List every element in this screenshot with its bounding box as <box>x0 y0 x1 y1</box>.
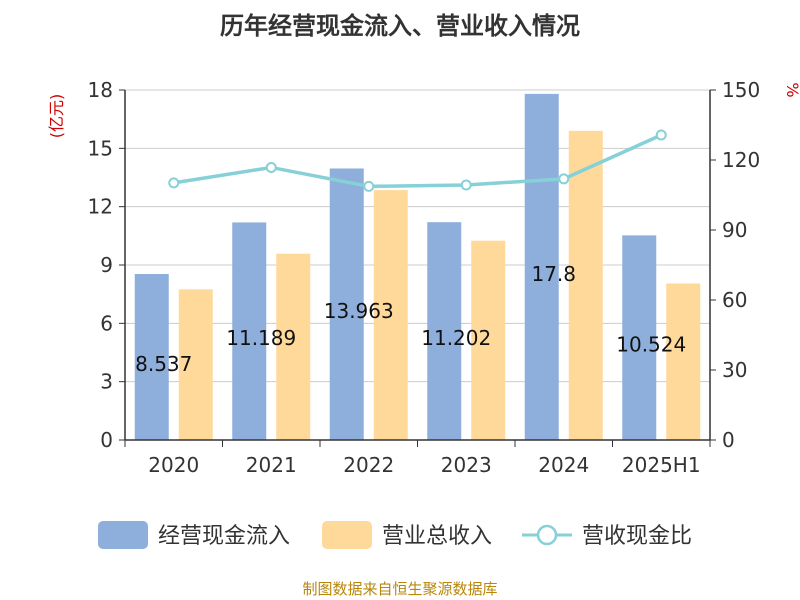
legend-label-cash-inflow: 经营现金流入 <box>158 524 290 549</box>
bar-cash-inflow <box>524 93 559 440</box>
left-axis-unit: (亿元) <box>47 94 66 139</box>
ratio-point <box>460 179 472 191</box>
right-axis-unit: % <box>783 82 800 97</box>
bar-revenue <box>373 190 408 440</box>
left-tick-label: 12 <box>88 195 113 219</box>
bar-revenue <box>471 240 506 440</box>
legend: 经营现金流入 营业总收入 营收现金比 <box>98 521 692 549</box>
ratio-point <box>265 161 277 173</box>
legend-swatch-revenue <box>322 521 372 549</box>
data-label-cash-inflow: 10.524 <box>616 333 686 357</box>
bar-revenue <box>666 283 701 440</box>
right-tick-label: 60 <box>722 288 747 312</box>
data-label-cash-inflow: 11.189 <box>226 326 296 350</box>
left-tick-label: 18 <box>88 78 113 102</box>
right-tick-label: 120 <box>722 148 760 172</box>
bar-cash-inflow <box>622 235 657 440</box>
bar-revenue <box>178 289 213 440</box>
gridlines <box>125 89 710 383</box>
ratio-point <box>655 129 667 141</box>
data-label-cash-inflow: 13.963 <box>324 299 394 323</box>
bar-marks <box>134 93 701 441</box>
bar-revenue <box>568 130 603 441</box>
ratio-point <box>168 177 180 189</box>
x-tick-label: 2025H1 <box>622 453 701 477</box>
legend-label-revenue: 营业总收入 <box>382 524 492 549</box>
data-labels: 8.537 11.189 13.963 11.202 17.8 10.524 <box>135 262 686 376</box>
legend-swatch-ratio-marker <box>536 524 558 546</box>
right-tick-label: 150 <box>722 78 760 102</box>
source-footer: 制图数据来自恒生聚源数据库 <box>302 580 497 598</box>
ratio-series-line <box>173 133 662 189</box>
left-tick-label: 3 <box>100 370 113 394</box>
right-tick-label: 30 <box>722 358 747 382</box>
bar-cash-inflow <box>134 274 169 440</box>
bar-cash-inflow <box>427 222 462 440</box>
x-tick-label: 2023 <box>441 453 492 477</box>
ratio-line <box>168 129 667 192</box>
left-tick-label: 15 <box>88 136 113 160</box>
bar-cash-inflow <box>232 222 267 440</box>
left-tick-label: 6 <box>100 311 113 335</box>
ratio-point <box>363 180 375 192</box>
x-tick-label: 2024 <box>538 453 589 477</box>
axes: 0 3 6 9 12 15 18 0 30 60 90 120 150 2020 2021 2022 2023 2… <box>88 78 761 477</box>
data-label-cash-inflow: 8.537 <box>135 352 192 376</box>
left-tick-label: 9 <box>100 253 113 277</box>
chart-title: 历年经营现金流入、营业收入情况 <box>220 12 580 40</box>
legend-swatch-cash-inflow <box>98 521 148 549</box>
right-tick-label: 90 <box>722 218 747 242</box>
x-tick-label: 2021 <box>246 453 297 477</box>
x-tick-label: 2022 <box>343 453 394 477</box>
left-tick-label: 0 <box>100 428 113 452</box>
legend-label-ratio: 营收现金比 <box>582 524 692 549</box>
x-tick-label: 2020 <box>148 453 199 477</box>
data-label-cash-inflow: 11.202 <box>421 326 491 350</box>
bar-revenue <box>276 253 311 440</box>
data-label-cash-inflow: 17.8 <box>531 262 576 286</box>
bar-cash-inflow <box>329 168 364 440</box>
ratio-point <box>558 173 570 185</box>
right-tick-label: 0 <box>722 428 735 452</box>
